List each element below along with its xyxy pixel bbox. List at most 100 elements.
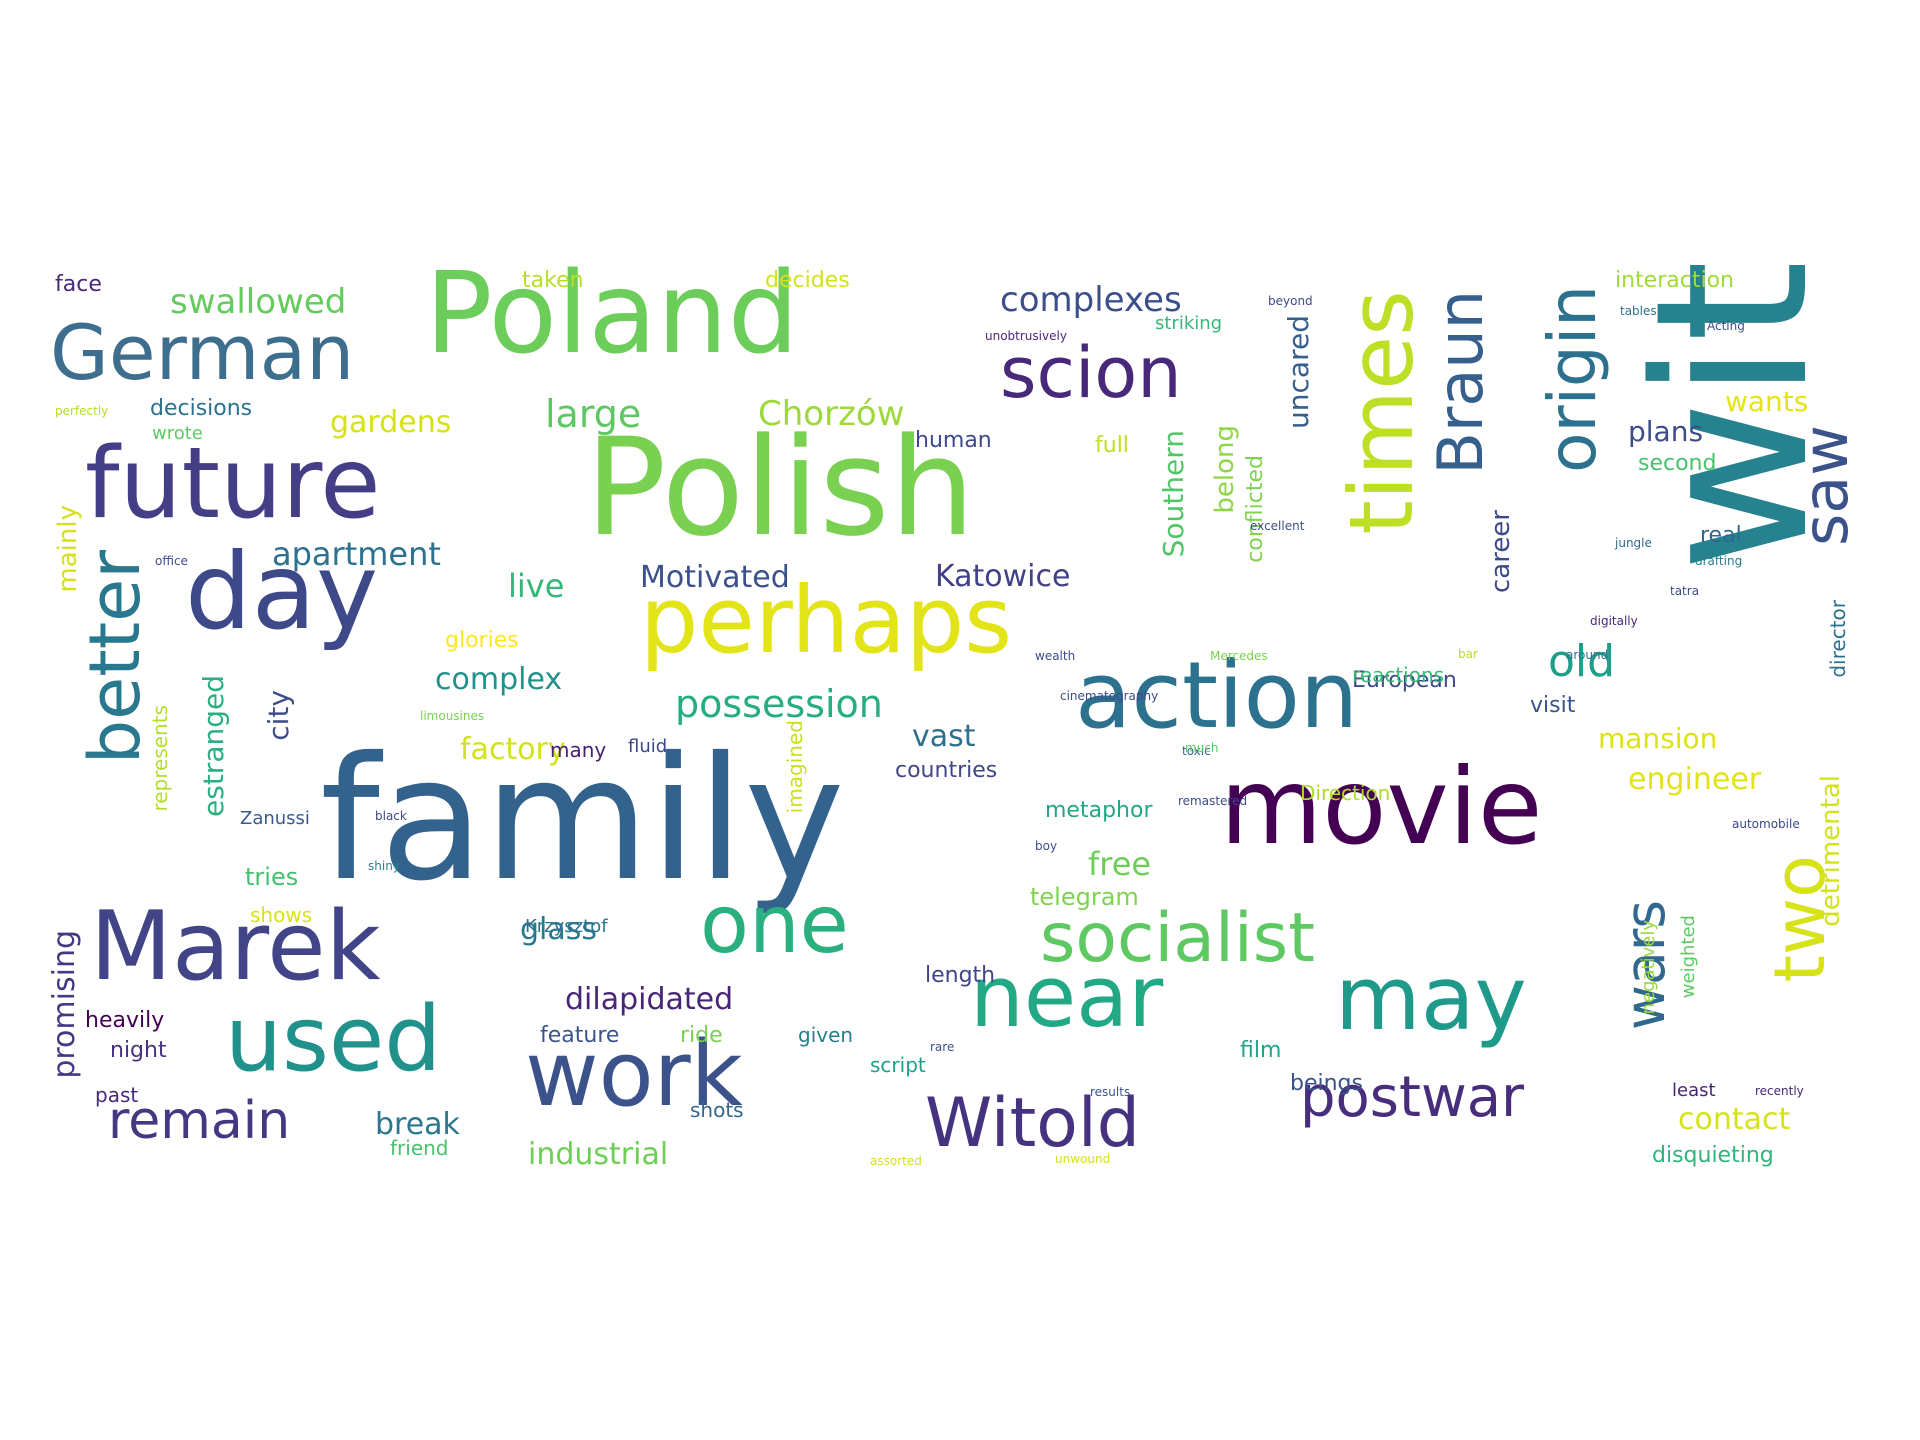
cloud-word: postwar <box>1300 1065 1525 1130</box>
cloud-word: complex <box>435 662 563 697</box>
cloud-word: remastered <box>1178 794 1248 808</box>
cloud-word: shows <box>250 903 313 927</box>
cloud-word: wrote <box>152 423 203 444</box>
cloud-word: Katowice <box>935 559 1071 594</box>
cloud-word: live <box>508 567 565 605</box>
cloud-word: gardens <box>330 405 452 440</box>
cloud-word: black <box>375 809 407 823</box>
cloud-word: break <box>375 1107 460 1142</box>
cloud-word: Direction <box>1300 781 1391 805</box>
cloud-word: plans <box>1628 415 1704 448</box>
cloud-word: Acting <box>1707 319 1745 333</box>
cloud-word: least <box>1672 1080 1716 1101</box>
cloud-word: scion <box>1000 332 1182 414</box>
cloud-word: many <box>550 738 607 762</box>
cloud-word: digitally <box>1590 614 1638 628</box>
cloud-word: vast <box>912 719 976 754</box>
cloud-word: shiny <box>368 859 400 873</box>
cloud-word: interaction <box>1615 268 1734 293</box>
cloud-word: countries <box>895 758 998 783</box>
cloud-word: decides <box>765 268 850 293</box>
cloud-word: Marek <box>90 892 381 1002</box>
cloud-word: recently <box>1755 1084 1804 1098</box>
cloud-word: remain <box>108 1091 291 1151</box>
cloud-word: tatra <box>1670 584 1700 598</box>
cloud-word: limousines <box>420 709 485 723</box>
cloud-word: mainly <box>53 505 83 593</box>
cloud-word: promising <box>47 930 82 1079</box>
cloud-word: times <box>1330 290 1433 535</box>
cloud-word: uncared <box>1282 315 1315 429</box>
cloud-word: much <box>1185 741 1219 755</box>
cloud-word: mansion <box>1598 722 1718 755</box>
cloud-word: Southern <box>1157 430 1190 558</box>
cloud-word: striking <box>1155 313 1223 334</box>
cloud-word: tries <box>245 863 299 891</box>
cloud-word: action <box>1075 642 1359 749</box>
cloud-word: Poland <box>425 249 799 379</box>
cloud-word: near <box>970 948 1164 1047</box>
cloud-word: origin <box>1534 285 1611 473</box>
cloud-word: socialist <box>1040 899 1315 978</box>
cloud-word: future <box>85 427 381 541</box>
cloud-word: director <box>1826 600 1850 678</box>
cloud-word: tables <box>1620 304 1657 318</box>
cloud-word: shots <box>690 1098 744 1122</box>
cloud-word: apartment <box>272 535 441 573</box>
cloud-word: represents <box>148 705 172 812</box>
cloud-word: visit <box>1530 693 1576 718</box>
cloud-word: reactions <box>1352 663 1445 687</box>
cloud-word: German <box>50 308 355 397</box>
cloud-word: one <box>700 878 849 971</box>
cloud-word: career <box>1486 510 1516 594</box>
cloud-word: negatively <box>1638 920 1659 1015</box>
cloud-word: unwound <box>1055 1152 1111 1166</box>
cloud-word: feature <box>540 1023 620 1048</box>
cloud-word: length <box>925 963 996 988</box>
cloud-word: European <box>1352 668 1457 693</box>
cloud-word: day <box>185 531 379 653</box>
cloud-word: Chorzów <box>758 394 905 434</box>
cloud-word: conflicted <box>1243 455 1268 563</box>
cloud-word: face <box>55 272 102 297</box>
cloud-word: film <box>1240 1038 1282 1063</box>
cloud-word: Witold <box>925 1084 1140 1163</box>
cloud-word: Braun <box>1424 290 1497 475</box>
cloud-word: detrimental <box>1816 775 1846 927</box>
cloud-word: metaphor <box>1045 798 1153 823</box>
cloud-word: excellent <box>1250 519 1305 533</box>
cloud-word: perfectly <box>55 404 109 418</box>
cloud-word: complexes <box>1000 280 1182 320</box>
cloud-word: rare <box>930 1040 955 1054</box>
cloud-word: used <box>225 987 442 1092</box>
cloud-word: given <box>798 1023 854 1047</box>
cloud-word: real <box>1700 523 1742 548</box>
cloud-word: heavily <box>85 1008 165 1033</box>
cloud-word: telegram <box>1030 883 1139 911</box>
cloud-word: work <box>525 1022 743 1127</box>
cloud-word: fluid <box>628 736 668 757</box>
cloud-word: jungle <box>1615 536 1652 550</box>
cloud-word: drafting <box>1695 554 1743 568</box>
cloud-word: decisions <box>150 396 253 421</box>
cloud-word: glories <box>445 628 519 653</box>
cloud-word: city <box>262 690 295 741</box>
cloud-word: estranged <box>197 675 230 817</box>
cloud-word: family <box>320 721 845 919</box>
cloud-word: beyond <box>1268 294 1313 308</box>
cloud-word: perhaps <box>640 567 1013 674</box>
cloud-word: second <box>1638 451 1717 476</box>
cloud-word: full <box>1095 433 1129 458</box>
cloud-word: swallowed <box>170 282 347 322</box>
cloud-word: beings <box>1290 1071 1363 1096</box>
cloud-word: around <box>1566 648 1609 662</box>
cloud-word: disquieting <box>1652 1143 1774 1168</box>
cloud-word: office <box>155 554 188 568</box>
cloud-word: industrial <box>528 1137 669 1172</box>
cloud-word: results <box>1090 1085 1131 1099</box>
cloud-word: assorted <box>870 1154 922 1168</box>
cloud-word: belong <box>1210 425 1240 514</box>
cloud-word: toxic <box>1182 744 1211 758</box>
cloud-word: contact <box>1678 1102 1791 1137</box>
